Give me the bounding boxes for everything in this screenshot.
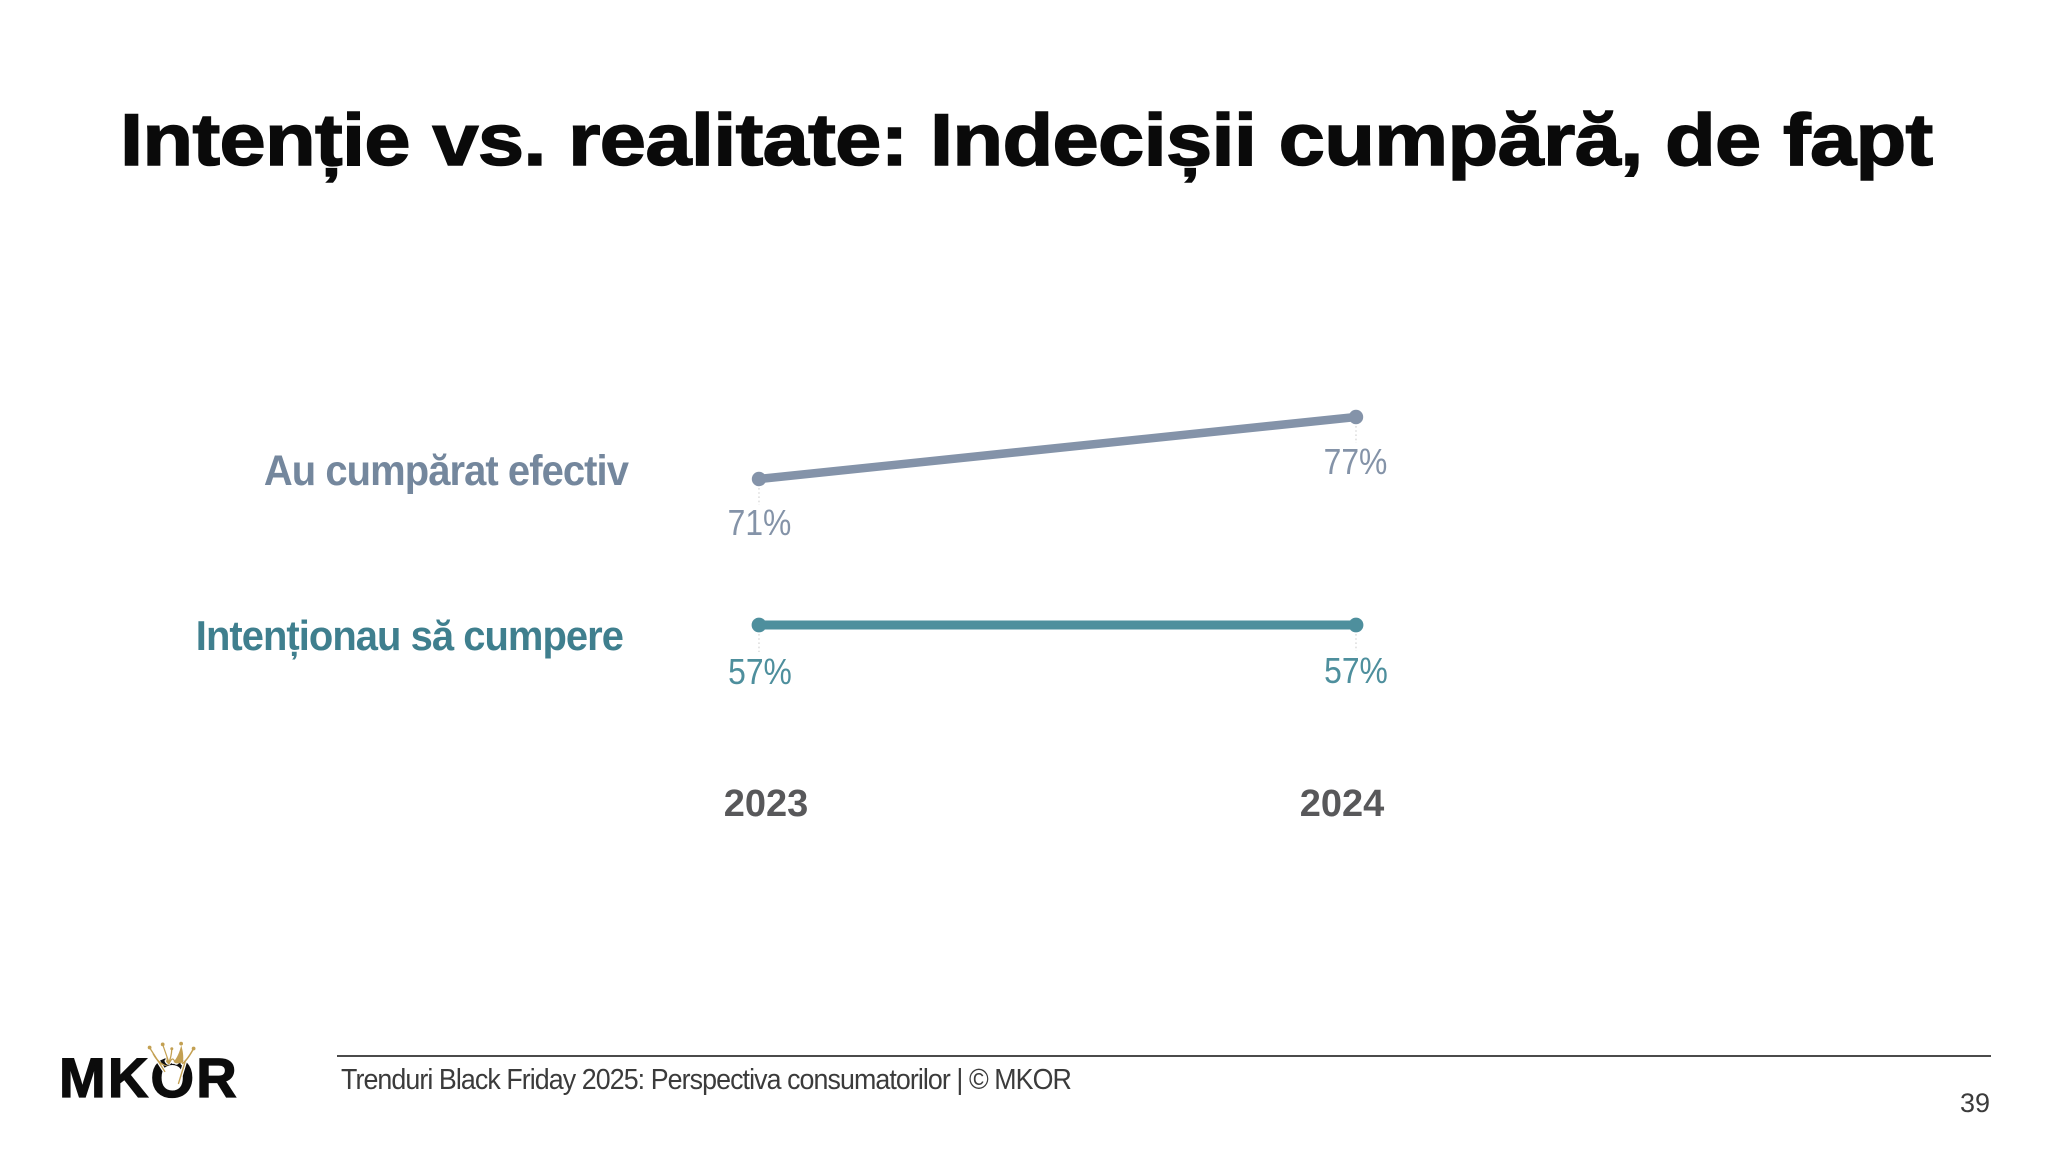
svg-text:71%: 71% <box>728 503 792 543</box>
svg-text:57%: 57% <box>1324 651 1388 691</box>
svg-text:57%: 57% <box>728 652 792 692</box>
svg-text:2024: 2024 <box>1300 783 1385 825</box>
svg-text:Intenționau să cumpere: Intenționau să cumpere <box>196 612 623 659</box>
svg-text:2023: 2023 <box>724 783 809 825</box>
svg-text:Au cumpărat efectiv: Au cumpărat efectiv <box>264 447 629 494</box>
svg-text:77%: 77% <box>1324 442 1388 482</box>
